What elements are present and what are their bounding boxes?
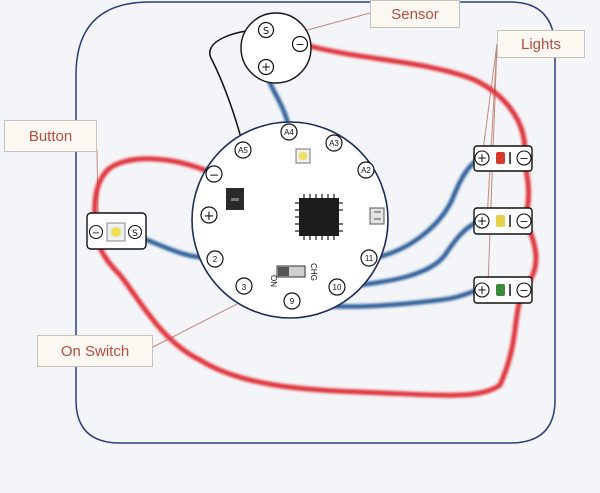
light-green-minus-label: − — [519, 284, 528, 297]
pin-10-label: 10 — [333, 283, 342, 292]
red-wires — [92, 42, 539, 398]
button-callout: Button — [4, 120, 97, 152]
board-component — [226, 188, 244, 210]
panel-outline — [75, 1, 556, 444]
pin-a5-label: A5 — [238, 146, 248, 155]
button-s-label: S — [132, 229, 138, 239]
pin-a4-label: A4 — [284, 128, 294, 137]
board-plus-label: + — [204, 209, 215, 224]
switch-chg-label: CHG — [309, 263, 318, 281]
sensor-callout: Sensor — [370, 0, 460, 28]
sensor-module — [240, 12, 312, 84]
board-connector — [369, 207, 385, 225]
power-switch[interactable] — [276, 265, 306, 278]
board-pins — [200, 123, 378, 310]
pin-2-label: 2 — [213, 255, 218, 264]
pin-a2-label: A2 — [361, 166, 371, 175]
light-red-minus-label: − — [519, 152, 528, 165]
controller-board — [191, 121, 389, 319]
pin-9-label: 9 — [290, 297, 295, 306]
board-minus-label: − — [209, 168, 219, 182]
pin-11-label: 11 — [365, 254, 374, 263]
sensor-plus-label: + — [261, 60, 271, 74]
microcontroller-chip — [295, 194, 343, 240]
light-module-green — [473, 276, 533, 304]
board-led — [295, 148, 311, 164]
led-red — [496, 152, 505, 164]
led-yellow — [496, 215, 505, 227]
button-module[interactable] — [86, 212, 147, 250]
pin-3-label: 3 — [242, 283, 247, 292]
light-green-plus-label: + — [477, 283, 487, 297]
light-yellow-plus-label: + — [477, 214, 487, 228]
lights-callout: Lights — [497, 30, 585, 58]
switch-on-label: ON — [269, 275, 278, 287]
sensor-signal-wire — [209, 29, 259, 146]
led-green — [496, 284, 505, 296]
sensor-s-label: S — [263, 26, 269, 37]
sensor-minus-label: − — [295, 38, 304, 51]
light-module-red — [473, 145, 533, 172]
light-module-yellow — [473, 207, 533, 235]
button-minus-label: − — [92, 228, 100, 239]
light-red-plus-label: + — [477, 151, 487, 165]
on-switch-callout: On Switch — [37, 335, 153, 367]
light-yellow-minus-label: − — [519, 215, 528, 228]
pin-a3-label: A3 — [329, 139, 339, 148]
